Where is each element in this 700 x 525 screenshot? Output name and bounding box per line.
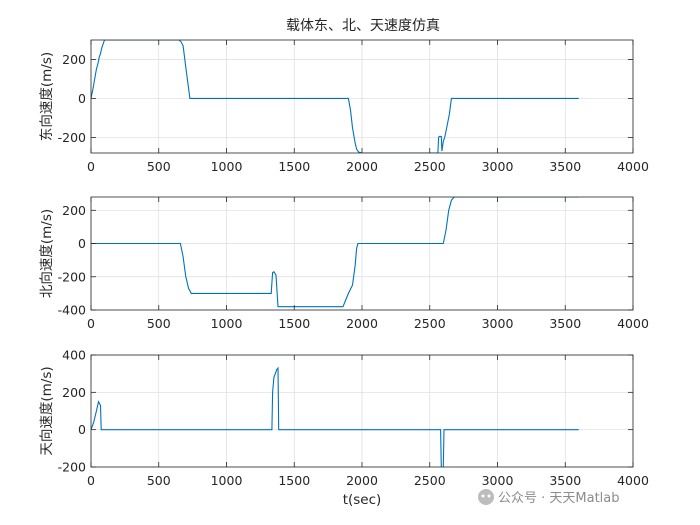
chart2-xtick-label: 1000 xyxy=(211,473,243,488)
chart1-ytick-label: -400 xyxy=(58,303,86,318)
chart2-xtick-label: 4000 xyxy=(617,473,649,488)
chart2-ylabel: 天向速度(m/s) xyxy=(39,366,55,455)
chart0-ytick-label: -200 xyxy=(58,130,86,145)
chart2-xtick-label: 0 xyxy=(87,473,95,488)
chart2-xtick-label: 1500 xyxy=(278,473,310,488)
chart1-xtick-label: 1000 xyxy=(211,316,243,331)
chart1-ylabel: 北向速度(m/s) xyxy=(39,209,55,298)
watermark-text: 公众号 · 天天Matlab xyxy=(498,491,620,506)
chart0-ylabel: 东向速度(m/s) xyxy=(39,52,55,141)
chart2-ytick-label: 200 xyxy=(62,385,86,400)
chart1-xtick-label: 3500 xyxy=(549,316,581,331)
north-velocity-axes: 0 500 1000 1500 2000 2500 3000 3500 4000-400-200… xyxy=(39,196,649,331)
chart0-xtick-label: 3500 xyxy=(549,159,581,174)
wechat-eye-left xyxy=(481,494,485,498)
wechat-eye-right xyxy=(487,494,491,498)
chart2-ytick-label: -200 xyxy=(58,460,86,475)
chart0-xtick-label: 500 xyxy=(147,159,171,174)
chart0-xtick-label: 0 xyxy=(87,159,95,174)
chart1-ytick-label: 200 xyxy=(62,203,86,218)
wechat-official-account-icon xyxy=(478,489,494,505)
chart0-xtick-label: 1000 xyxy=(211,159,243,174)
chart2-xlabel: t(sec) xyxy=(343,492,382,508)
east-velocity-axes: 0 500 1000 1500 2000 2500 3000 3500 4000-2000200… xyxy=(39,39,649,174)
chart0-ytick-label: 0 xyxy=(78,91,86,106)
chart1-xtick-label: 2500 xyxy=(414,316,446,331)
chart2-xtick-label: 500 xyxy=(147,473,171,488)
chart1-xtick-label: 1500 xyxy=(278,316,310,331)
chart1-xtick-label: 3000 xyxy=(482,316,514,331)
chart2-series-line xyxy=(91,366,579,467)
chart2-ytick-label: 0 xyxy=(78,422,86,437)
chart1-xtick-label: 2000 xyxy=(346,316,378,331)
chart2-ytick-label: 400 xyxy=(62,348,86,363)
chart2-xtick-label: 2500 xyxy=(414,473,446,488)
chart2-xtick-label: 3000 xyxy=(482,473,514,488)
chart1-series-line xyxy=(91,197,579,308)
chart0-xtick-label: 2500 xyxy=(414,159,446,174)
chart1-ytick-label: 0 xyxy=(78,236,86,251)
chart-title: 载体东、北、天速度仿真 xyxy=(286,18,440,34)
chart0-ytick-label: 200 xyxy=(62,52,86,67)
chart0-xtick-label: 2000 xyxy=(346,159,378,174)
watermark: 公众号 · 天天Matlab xyxy=(478,489,620,506)
chart1-xtick-label: 4000 xyxy=(617,316,649,331)
up-velocity-axes: 0 500 1000 1500 2000 2500 3000 3500 4000-2000200… xyxy=(39,348,649,509)
chart2-xtick-label: 2000 xyxy=(346,473,378,488)
chart1-xtick-label: 0 xyxy=(87,316,95,331)
chart0-xtick-label: 4000 xyxy=(617,159,649,174)
chart1-ytick-label: -200 xyxy=(58,269,86,284)
chart0-xtick-label: 1500 xyxy=(278,159,310,174)
chart1-xtick-label: 500 xyxy=(147,316,171,331)
chart2-xtick-label: 3500 xyxy=(549,473,581,488)
chart0-xtick-label: 3000 xyxy=(482,159,514,174)
chart0-series-line xyxy=(91,40,579,153)
